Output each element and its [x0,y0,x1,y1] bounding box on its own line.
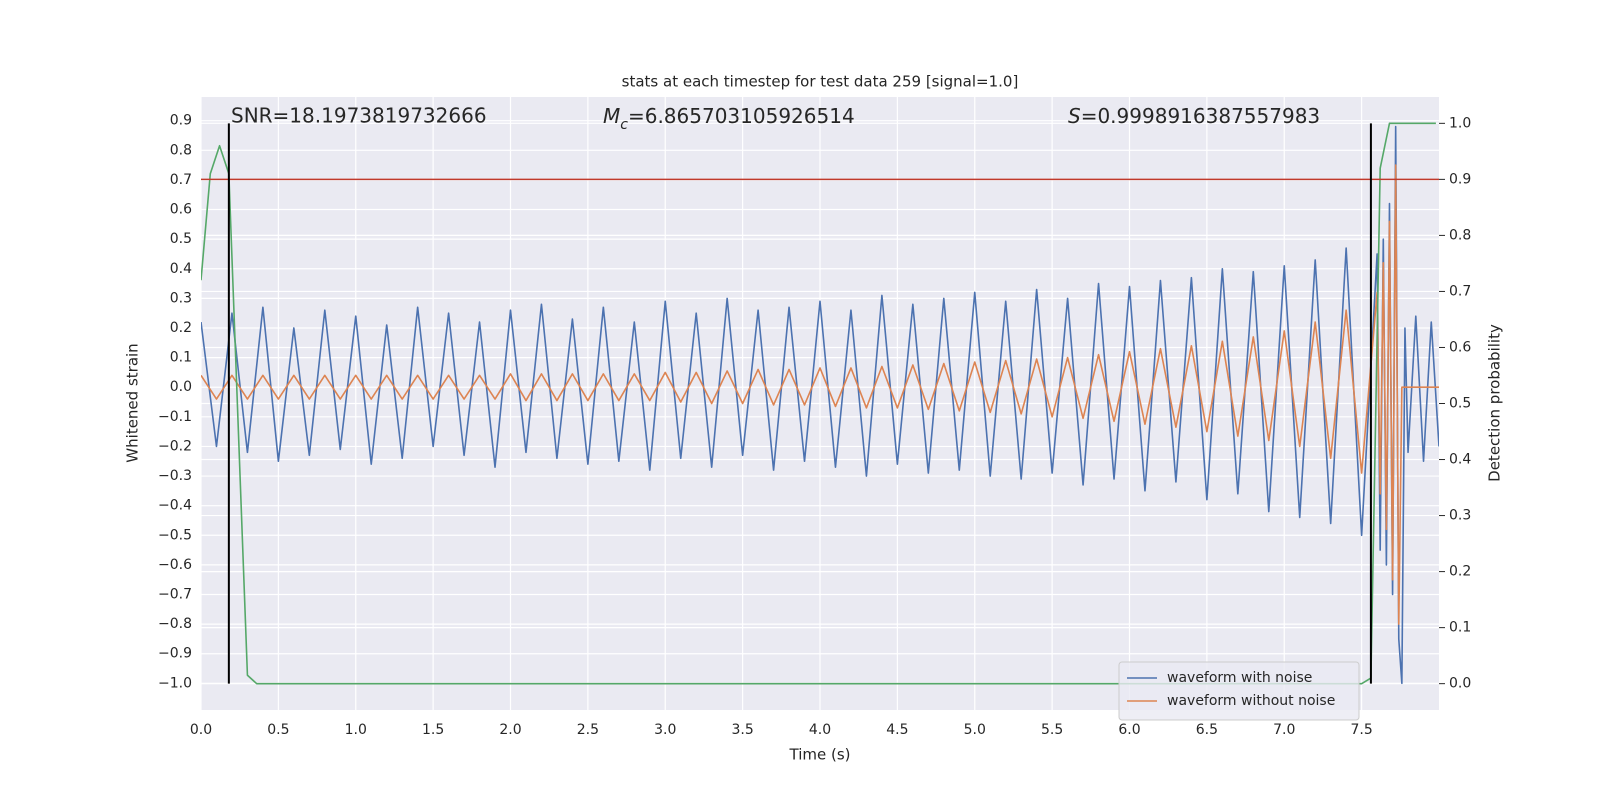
y-tick-label: −0.1 [158,409,192,425]
y-axis-label: Whitened strain [124,343,142,462]
annotation-symbol: S [1068,104,1081,128]
chart-title: stats at each timestep for test data 259… [622,73,1019,91]
labels: 0.0 0.5 1.0 1.5 2.0 2.5 3.0 3.5 4.0 4.5 5.0 5.5 6.0 6… [158,113,1471,738]
legend-label: waveform with noise [1167,670,1312,686]
y2-axis-label: Detection probability [1486,324,1504,482]
y2-tick-label: 0.1 [1449,620,1471,636]
legend-label: waveform without noise [1167,693,1335,709]
y-tick-label: −0.4 [158,498,192,514]
x-tick-label: 3.0 [654,722,676,738]
y2-tick-label: 0.6 [1449,339,1471,355]
x-axis-label: Time (s) [789,746,851,764]
x-tick-label: 1.5 [422,722,444,738]
x-tick-label: 5.5 [1041,722,1063,738]
x-tick-label: 5.0 [964,722,986,738]
y-tick-label: −0.8 [158,616,192,632]
annotation: S=0.9998916387557983 [1068,104,1320,128]
y-tick-label: −0.9 [158,646,192,662]
y2-tick-label: 0.4 [1449,452,1471,468]
annotation: Mc=6.865703105926514 [603,104,855,134]
x-tick-label: 2.5 [577,722,599,738]
y-tick-label: 0.0 [170,379,192,395]
annotation-value: =0.9998916387557983 [1081,104,1320,128]
series-line [201,164,1439,625]
y-tick-label: 0.1 [170,350,192,366]
y2-tick-label: 1.0 [1449,115,1471,131]
x-tick-label: 0.5 [267,722,289,738]
x-tick-label: 4.5 [886,722,908,738]
y-tick-label: −0.6 [158,557,192,573]
x-tick-label: 6.0 [1118,722,1140,738]
y-tick-label: 0.8 [170,142,192,158]
y-tick-label: −1.0 [158,675,192,691]
x-tick-label: 7.5 [1350,722,1372,738]
annotation: SNR=18.1973819732666 [231,104,487,128]
y2-tick-label: 0.5 [1449,396,1471,412]
series-line [201,125,1439,685]
y-tick-label: −0.3 [158,468,192,484]
marks [201,122,1439,685]
y-tick-label: 0.2 [170,320,192,336]
y-tick-label: 0.4 [170,261,192,277]
annotation-value: =6.865703105926514 [628,104,855,128]
annotation-subscript: c [620,117,628,133]
y-tick-label: 0.3 [170,290,192,306]
y-tick-label: 0.9 [170,113,192,129]
y-tick-label: 0.5 [170,231,192,247]
y2-tick-label: 0.2 [1449,564,1471,580]
x-tick-label: 1.0 [345,722,367,738]
y2-tick-label: 0.8 [1449,227,1471,243]
y-tick-label: −0.2 [158,438,192,454]
x-tick-label: 6.5 [1196,722,1218,738]
y2-tick-label: 0.9 [1449,171,1471,187]
y2-tick-label: 0.0 [1449,676,1471,692]
y-tick-label: −0.7 [158,587,192,603]
legend-box [1118,661,1360,721]
y-tick-label: 0.7 [170,172,192,188]
y2-tick-label: 0.3 [1449,508,1471,524]
x-tick-label: 2.0 [499,722,521,738]
series-line [201,122,1436,685]
x-tick-label: 0.0 [190,722,212,738]
x-tick-label: 4.0 [809,722,831,738]
x-tick-label: 7.0 [1273,722,1295,738]
y-tick-label: 0.6 [170,202,192,218]
y-tick-label: −0.5 [158,527,192,543]
annotation-symbol: M [603,104,620,128]
x-tick-label: 3.5 [731,722,753,738]
y2-tick-label: 0.7 [1449,283,1471,299]
legend: waveform with noise waveform without nois… [1118,661,1360,721]
